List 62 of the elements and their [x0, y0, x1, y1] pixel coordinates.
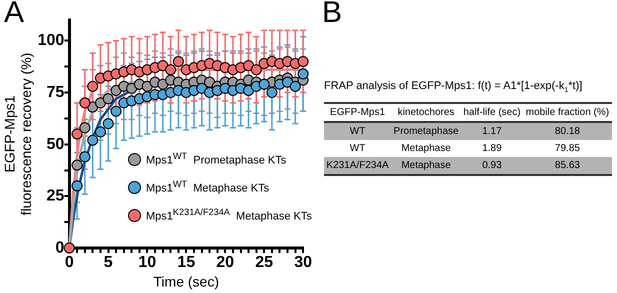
- y-axis-title: EGFP-Mps1 fluorescence recovery (%): [1, 52, 34, 216]
- point: [102, 93, 114, 104]
- text: 1.89: [481, 142, 503, 156]
- point: [94, 97, 106, 108]
- point: [102, 118, 114, 130]
- point: [94, 126, 106, 138]
- x-axis-title: Time (sec): [153, 273, 219, 290]
- point: [72, 128, 83, 140]
- point: [64, 242, 75, 254]
- text: WT: [348, 142, 366, 156]
- x-tick-label: 30: [294, 254, 312, 272]
- text: 80.18: [522, 122, 612, 140]
- text: A: [4, 0, 24, 30]
- point: [243, 84, 254, 96]
- point: [110, 106, 122, 117]
- y-tick-label: 25: [46, 188, 64, 205]
- text: 79.85: [554, 142, 581, 156]
- point: [87, 134, 98, 146]
- point: [290, 80, 301, 92]
- point: [298, 56, 309, 67]
- y-tick-label: 0: [55, 239, 64, 256]
- point: [87, 80, 98, 92]
- point: [79, 122, 90, 134]
- text: FRAP analysis of EGFP-Mps1: f(t) = A1*[1-exp(-k$_{1}$*t)]: [324, 80, 582, 94]
- point: [243, 60, 254, 72]
- point: [110, 84, 122, 96]
- text: 1.17: [461, 122, 523, 140]
- legend-label: Mps1$^{WT}$ Prometaphase KTs: [146, 151, 286, 167]
- point: [266, 87, 278, 98]
- text: 85.63: [522, 157, 612, 175]
- text: 0.93: [461, 157, 523, 175]
- point: [172, 56, 184, 67]
- text: K231A/F234A: [324, 157, 392, 175]
- point: [79, 97, 90, 108]
- point: [298, 68, 309, 80]
- legend-label: Mps1$^{WT}$ Metaphase KTs: [146, 179, 270, 195]
- x-tick-label: 15: [177, 254, 196, 272]
- text: half-life (sec): [461, 103, 523, 122]
- point: [72, 160, 83, 171]
- text: WT: [324, 122, 392, 140]
- text: Prometaphase: [391, 122, 462, 140]
- y-tick-label: 75: [46, 84, 64, 101]
- text: Metaphase: [400, 142, 452, 156]
- legend-label: Mps1$^{K231A/F234A}$ Metaphase KTs: [146, 207, 312, 223]
- x-tick-label: 10: [138, 254, 156, 272]
- point: [250, 64, 262, 76]
- x-tick-label: 25: [255, 254, 274, 272]
- y-tick-label: 100: [38, 32, 64, 50]
- point: [126, 82, 138, 94]
- text: kinetochores: [391, 103, 462, 122]
- text: EGFP-Mps1: [324, 103, 392, 122]
- point: [165, 64, 176, 76]
- x-tick-label: 20: [216, 254, 234, 272]
- point: [157, 60, 168, 72]
- point: [79, 151, 90, 162]
- point: [282, 76, 294, 88]
- y-tick-label: 50: [46, 136, 64, 153]
- point: [72, 180, 83, 192]
- text: Metaphase: [391, 157, 462, 175]
- text: B: [322, 0, 342, 30]
- x-tick-label: 5: [104, 254, 113, 272]
- text: mobile fraction (%): [522, 103, 612, 122]
